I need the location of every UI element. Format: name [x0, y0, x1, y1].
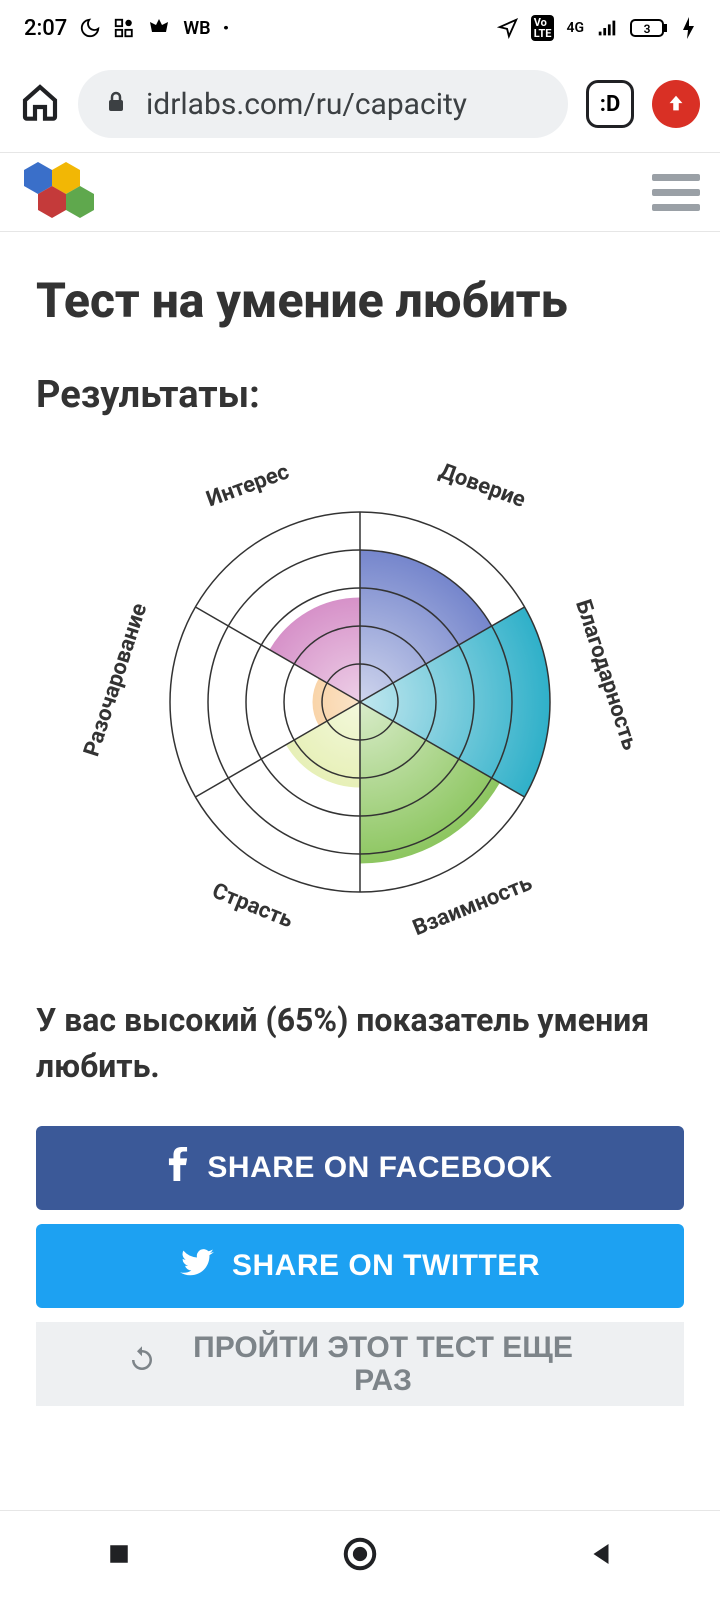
status-left: 2:07 WB ·: [24, 16, 230, 41]
site-header: [0, 152, 720, 232]
result-summary: У вас высокий (65%) показатель умения лю…: [36, 997, 684, 1090]
nav-recent-icon[interactable]: [104, 1539, 134, 1573]
status-right: VoLTE 4G 3: [497, 15, 696, 41]
tab-count-badge[interactable]: :D: [586, 80, 634, 128]
signal-icon: [596, 17, 618, 39]
url-bar[interactable]: idrlabs.com/ru/capacity: [78, 70, 568, 138]
update-icon[interactable]: [652, 80, 700, 128]
status-net: 4G: [566, 20, 584, 36]
android-nav-bar: [0, 1510, 720, 1600]
status-wb: WB: [183, 18, 210, 39]
lock-icon: [104, 87, 128, 122]
share-facebook-button[interactable]: SHARE ON FACEBOOK: [36, 1126, 684, 1210]
share-twitter-label: SHARE ON TWITTER: [232, 1249, 540, 1283]
facebook-icon: [167, 1147, 189, 1189]
url-text: idrlabs.com/ru/capacity: [146, 87, 467, 122]
share-twitter-button[interactable]: SHARE ON TWITTER: [36, 1224, 684, 1308]
android-status-bar: 2:07 WB · VoLTE 4G 3: [0, 0, 720, 56]
nav-home-icon[interactable]: [341, 1535, 379, 1577]
nav-back-icon[interactable]: [586, 1539, 616, 1573]
chart-label: Благодарность: [570, 597, 640, 754]
browser-bar: idrlabs.com/ru/capacity :D: [0, 56, 720, 152]
site-logo[interactable]: [20, 162, 100, 222]
chart-label: Интерес: [203, 459, 292, 512]
polar-chart: Доверие Благодарность Взаимность Страсть Раз…: [36, 447, 684, 957]
twitter-icon: [180, 1248, 214, 1284]
charging-icon: [682, 17, 696, 39]
chart-label: Разочарование: [80, 600, 152, 759]
chart-label: Доверие: [436, 459, 529, 513]
svg-text:3: 3: [644, 22, 651, 36]
results-heading: Результаты:: [36, 373, 684, 417]
refresh-icon: [127, 1345, 157, 1382]
chart-label: Страсть: [208, 879, 296, 934]
moon-icon: [79, 17, 101, 39]
menu-icon[interactable]: [652, 174, 700, 211]
status-time: 2:07: [24, 16, 67, 41]
location-icon: [497, 17, 519, 39]
crown-icon: [147, 16, 171, 40]
chart-sector: [270, 598, 360, 703]
volte-icon: VoLTE: [531, 15, 555, 41]
page-content: Тест на умение любить Результаты: Довери…: [0, 232, 720, 1406]
home-icon[interactable]: [20, 82, 60, 126]
retry-label: ПРОЙТИ ЭТОТ ТЕСТ ЕЩЕ РАЗ: [173, 1331, 593, 1397]
share-facebook-label: SHARE ON FACEBOOK: [207, 1151, 552, 1185]
grid-icon: [113, 17, 135, 39]
chart-label: Взаимность: [409, 871, 535, 941]
battery-icon: 3: [630, 17, 670, 39]
tab-count: :D: [600, 92, 621, 117]
page-title: Тест на умение любить: [36, 272, 684, 329]
status-dot: ·: [223, 16, 230, 41]
retry-button[interactable]: ПРОЙТИ ЭТОТ ТЕСТ ЕЩЕ РАЗ: [36, 1322, 684, 1406]
